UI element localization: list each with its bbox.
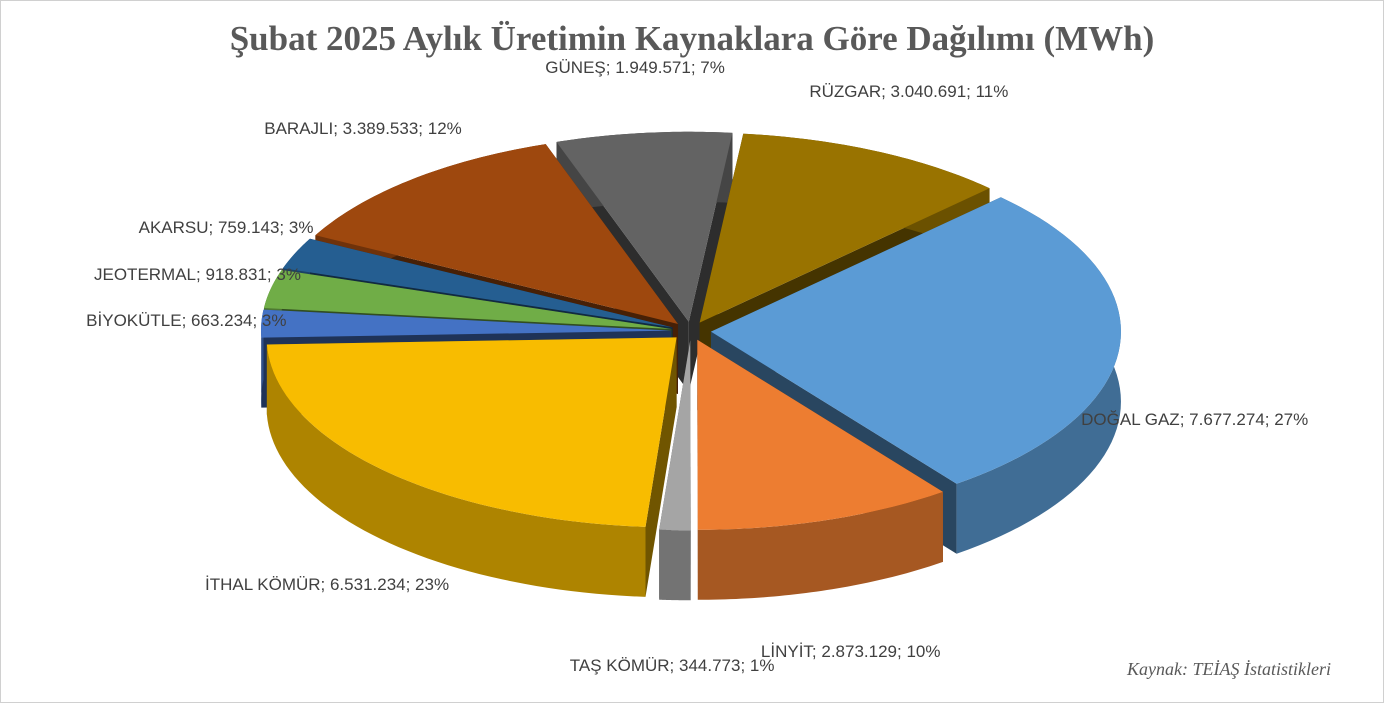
data-label: BARAJLI; 3.389.533; 12% (264, 119, 462, 139)
source-note: Kaynak: TEİAŞ İstatistikleri (1127, 659, 1331, 679)
data-label: JEOTERMAL; 918.831; 3% (94, 264, 301, 284)
slice (699, 133, 990, 323)
slice (282, 238, 673, 328)
slice (315, 144, 679, 324)
data-label: GÜNEŞ; 1.949.571; 7% (545, 57, 725, 77)
data-label: DOĞAL GAZ; 7.677.274; 27% (1081, 409, 1309, 429)
chart-title: Şubat 2025 Aylık Üretimin Kaynaklara Gör… (229, 19, 1155, 58)
slice (266, 337, 677, 527)
slice (261, 309, 672, 338)
data-label: RÜZGAR; 3.040.691; 11% (809, 81, 1009, 101)
data-label: LİNYİT; 2.873.129; 10% (760, 642, 941, 662)
data-label: AKARSU; 759.143; 3% (138, 217, 314, 237)
data-label: BİYOKÜTLE; 663.234; 3% (86, 311, 287, 331)
slice-side (266, 344, 646, 597)
data-label: TAŞ KÖMÜR; 344.773; 1% (569, 655, 775, 675)
slice (556, 131, 733, 322)
slice-side (659, 529, 691, 601)
slice (697, 339, 943, 530)
data-label: İTHAL KÖMÜR; 6.531.234; 23% (204, 574, 450, 594)
slice (710, 197, 1121, 484)
slice-side (697, 491, 943, 600)
slice (263, 269, 672, 330)
slice (659, 340, 691, 531)
